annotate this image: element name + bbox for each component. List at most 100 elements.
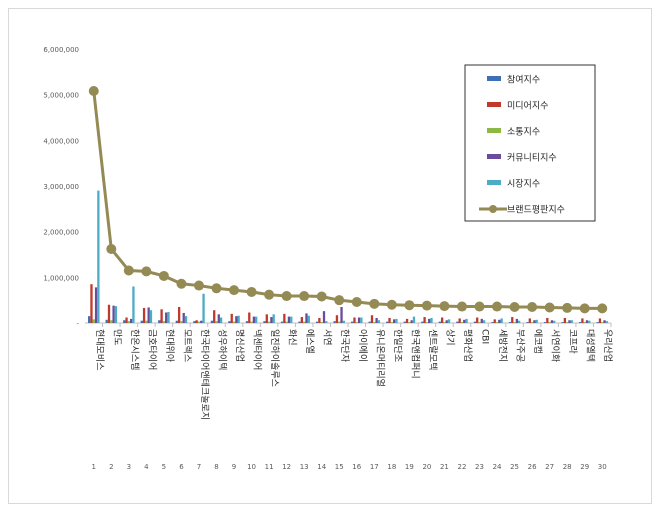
bar — [550, 320, 554, 323]
chart-frame: - 1,000,000 2,000,000 3,000,000 4,000,000 5,0… — [8, 8, 652, 504]
bar — [563, 317, 567, 323]
bar — [428, 318, 431, 323]
bar — [588, 320, 591, 323]
rank-label: 30 — [598, 463, 607, 471]
bar — [443, 322, 446, 323]
bar — [213, 310, 216, 323]
rank-label: 29 — [580, 463, 589, 471]
bar — [177, 307, 181, 323]
bar — [129, 318, 133, 323]
bar — [340, 307, 343, 323]
rank-label: 8 — [214, 463, 218, 471]
bar — [147, 307, 150, 323]
y-tick-label: 1,000,000 — [43, 274, 79, 282]
bar — [88, 316, 91, 323]
bar — [305, 313, 308, 323]
line-point — [404, 300, 415, 311]
bar — [210, 320, 214, 323]
rank-label: 2 — [109, 463, 113, 471]
line-point — [193, 280, 204, 291]
line-point — [456, 301, 467, 312]
x-tick-label: CBI — [480, 329, 490, 344]
rank-label: 9 — [232, 463, 236, 471]
bar — [200, 320, 203, 323]
x-tick-label: 유니온머티리얼 — [374, 329, 385, 387]
bar — [533, 320, 536, 323]
line-point — [527, 302, 538, 313]
x-tick-label: 한일단조 — [392, 329, 403, 362]
bar — [395, 318, 398, 323]
bar — [530, 322, 534, 323]
bar — [526, 322, 529, 323]
bar — [491, 322, 494, 323]
bar — [473, 321, 477, 323]
x-tick-label: 부산주공 — [515, 329, 526, 362]
bar — [480, 318, 483, 323]
x-tick-label: 우리산업 — [602, 329, 613, 362]
bar — [465, 318, 468, 323]
rank-label: 15 — [335, 463, 344, 471]
bar — [232, 321, 236, 323]
bar — [511, 317, 514, 323]
bar — [546, 317, 549, 323]
bar — [175, 320, 178, 323]
bar — [149, 310, 153, 323]
bar — [158, 320, 161, 323]
bar — [335, 315, 339, 323]
legend-swatch — [487, 154, 501, 159]
bar — [456, 321, 459, 323]
line-point — [509, 302, 520, 313]
bar — [270, 317, 273, 323]
bar — [515, 318, 519, 323]
bar — [105, 319, 108, 323]
bar — [410, 320, 413, 323]
bar — [217, 314, 220, 323]
bar-series-group — [88, 190, 608, 323]
bar — [255, 316, 258, 323]
rank-label: 22 — [458, 463, 467, 471]
rank-label: 14 — [317, 463, 326, 471]
x-tick-label: 코프라 — [567, 329, 578, 355]
bar — [250, 321, 253, 323]
bar — [94, 287, 98, 323]
bar — [460, 322, 464, 323]
x-tick-label: 상기 — [444, 329, 455, 346]
bar — [325, 321, 328, 323]
bar — [585, 320, 589, 323]
line-series-group — [88, 86, 608, 314]
bar — [160, 309, 163, 323]
bar — [578, 322, 582, 323]
line-point — [544, 302, 555, 313]
bar — [322, 311, 326, 323]
x-tick-label: 만도 — [111, 329, 122, 346]
x-tick-label: 한국타이어앤테크놀로지 — [199, 329, 210, 420]
bar — [110, 320, 113, 323]
line-point — [334, 295, 345, 306]
bar — [495, 322, 499, 323]
line-point — [369, 298, 380, 309]
bar — [245, 321, 249, 323]
legend-label: 소통지수 — [507, 127, 540, 138]
rank-label: 25 — [510, 463, 519, 471]
bar — [303, 321, 306, 323]
bar — [265, 314, 268, 323]
bar — [237, 315, 240, 323]
x-tick-label: 세방전지 — [497, 329, 508, 362]
bar — [528, 318, 531, 323]
bar — [184, 316, 188, 323]
x-tick-label: 서연 — [322, 329, 333, 346]
rank-label: 5 — [162, 463, 166, 471]
x-tick-label: 화신 — [287, 329, 298, 346]
bar — [553, 320, 556, 323]
bar — [370, 315, 374, 323]
bar — [195, 320, 198, 323]
line-point — [299, 291, 310, 302]
rank-label: 26 — [528, 463, 537, 471]
bar — [320, 322, 323, 323]
bar — [500, 318, 503, 323]
x-tick-label: 센트랄모텍 — [427, 329, 438, 370]
bar — [508, 322, 512, 323]
rank-label: 28 — [563, 463, 572, 471]
rank-label: 12 — [282, 463, 291, 471]
